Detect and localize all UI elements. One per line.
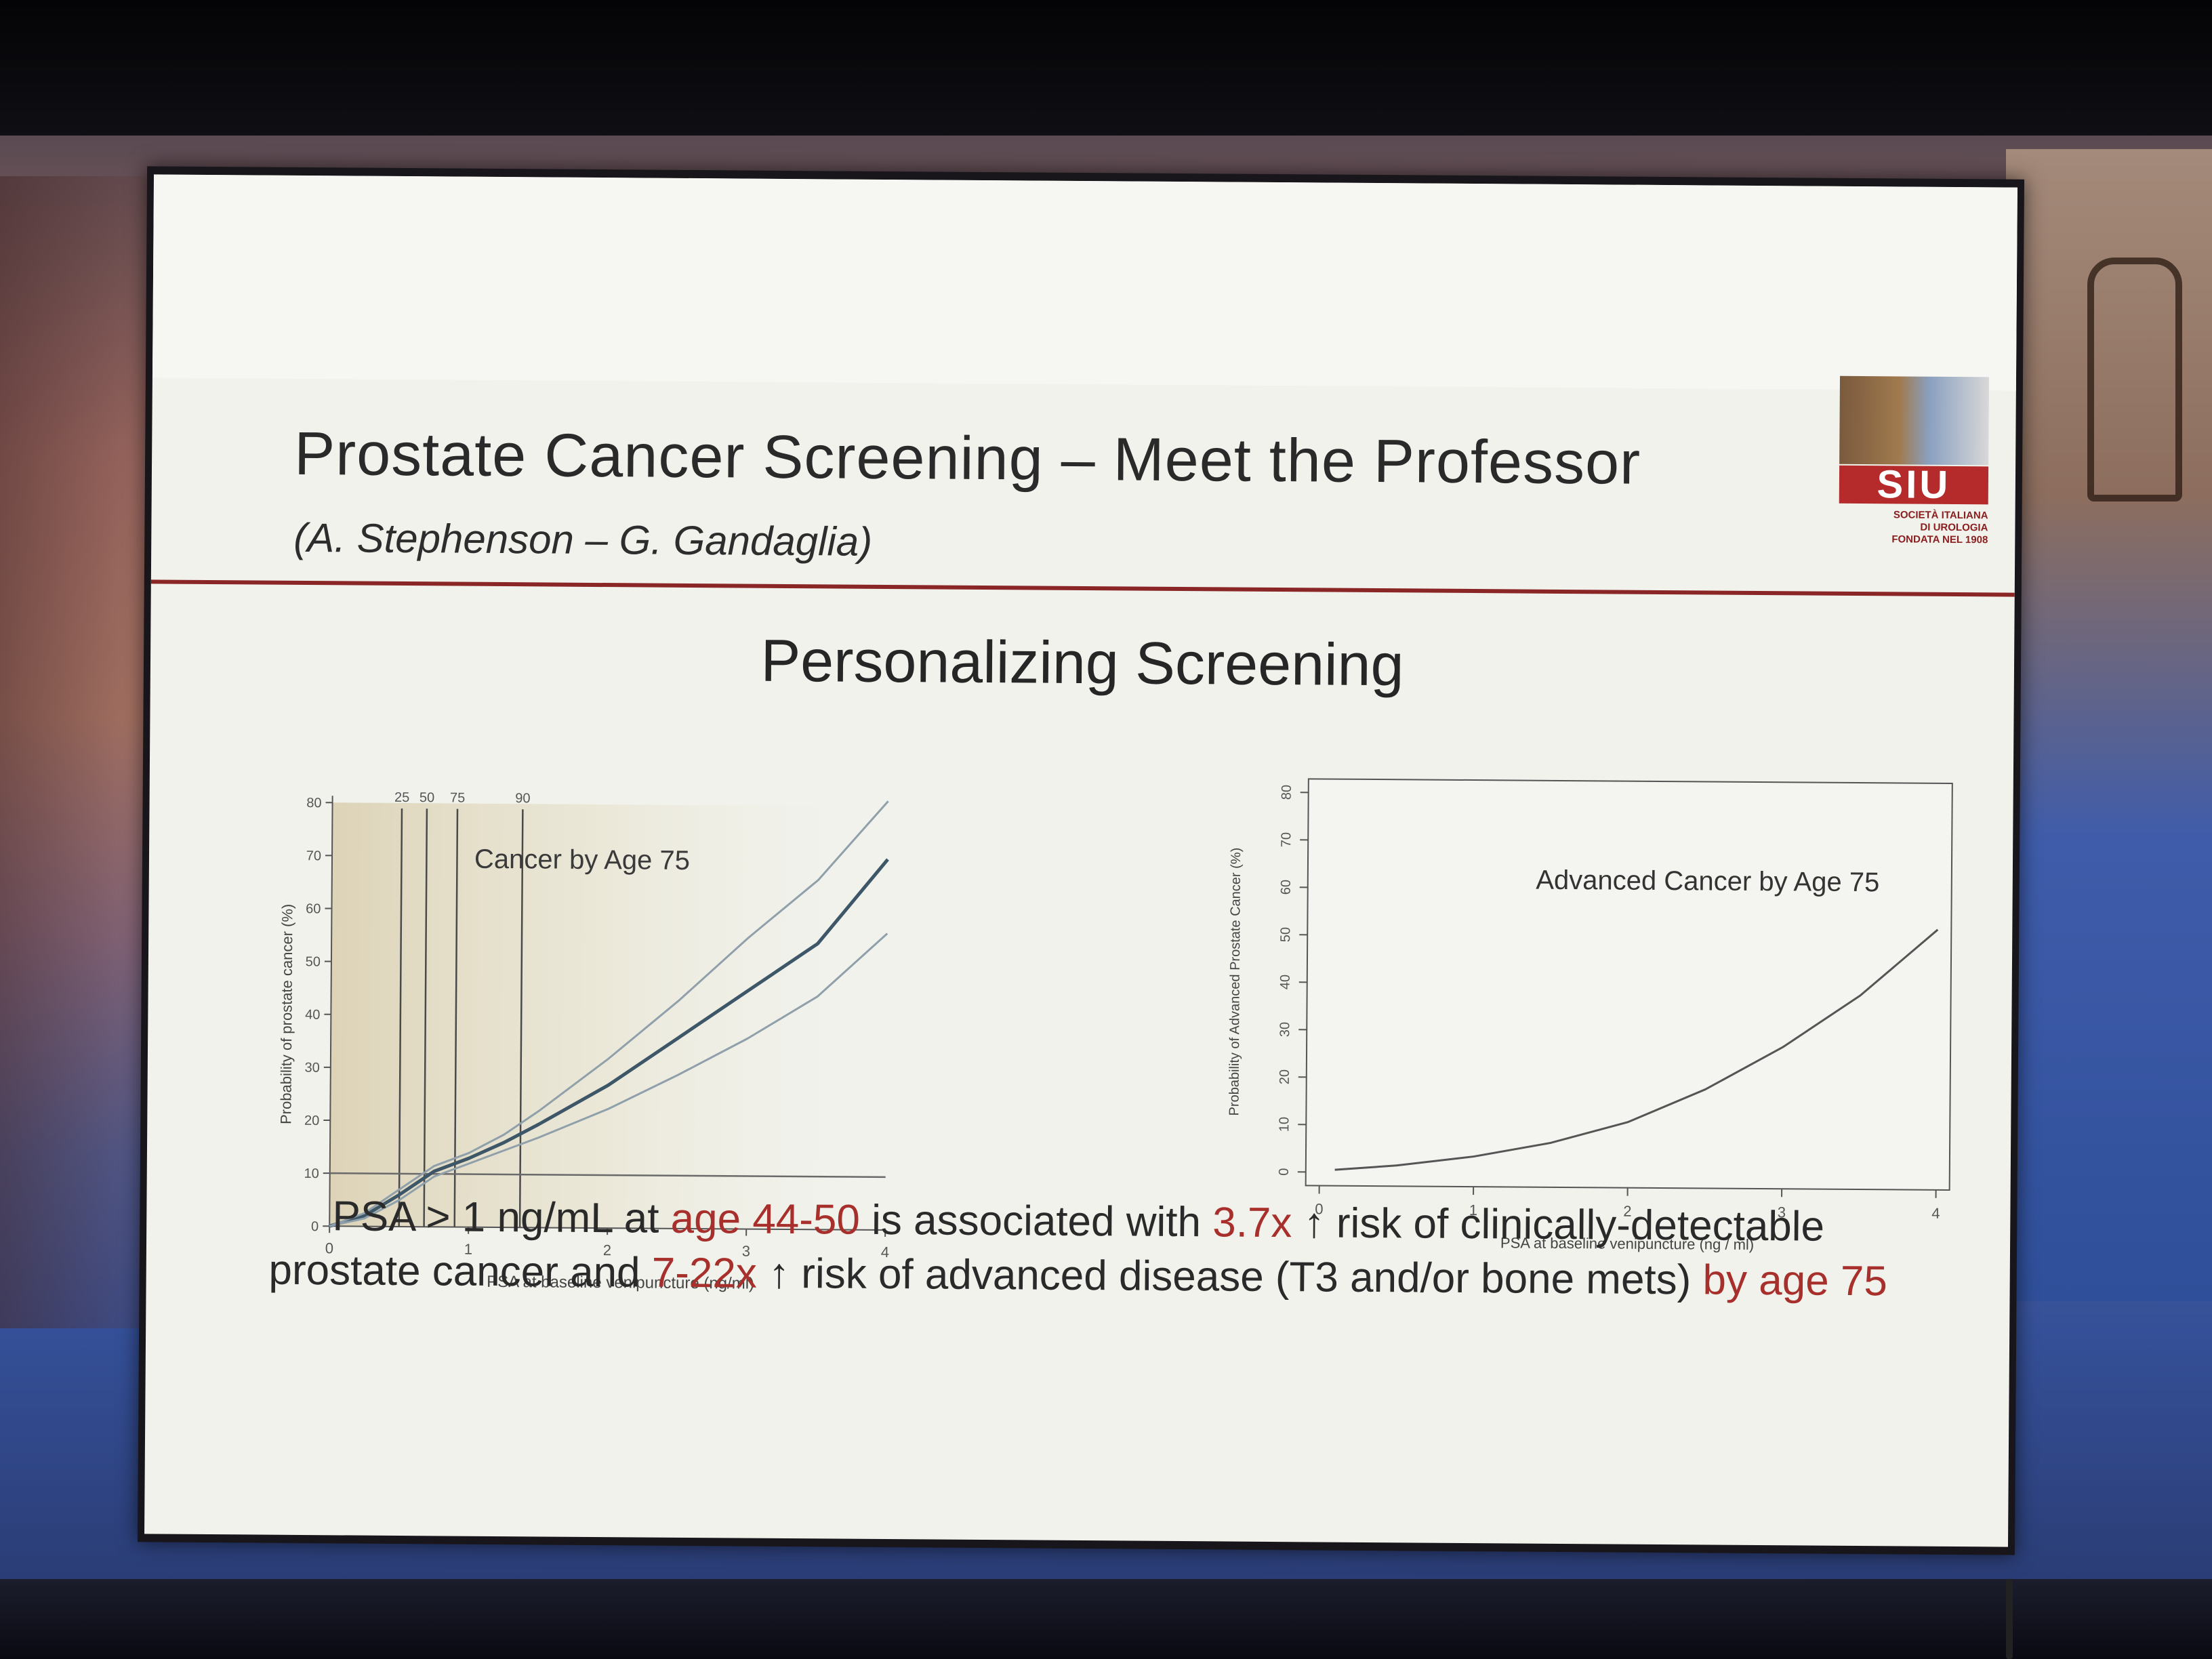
footnote-text: PSA > 1 ng/mL at <box>332 1193 671 1242</box>
x-tick-label: 4 <box>1931 1205 1940 1222</box>
percentile-line <box>518 809 524 1228</box>
logo-subtitle-line: DI UROLOGIA <box>1920 521 1988 534</box>
slide-header <box>152 174 2018 391</box>
cancer-probability-chart: 0 10 20 30 40 50 60 70 80 0 1 2 3 4 25 50 75 90 Cancer b… <box>277 790 889 1293</box>
y-tick-label: 40 <box>1278 975 1293 989</box>
y-tick-label: 70 <box>1279 832 1294 847</box>
header-divider <box>150 579 2015 597</box>
y-tick-label: 40 <box>305 1008 320 1023</box>
y-tick-label: 10 <box>1277 1117 1292 1132</box>
x-tick-label: 2 <box>1623 1203 1631 1220</box>
series-line-upper <box>329 800 889 1227</box>
series-line-estimate <box>329 858 889 1228</box>
y-tick-label: 20 <box>304 1113 319 1128</box>
footnote-text: ↑ risk of advanced disease (T3 and/or bo… <box>756 1250 1703 1304</box>
logo-subtitle-line: FONDATA NEL 1908 <box>1891 533 1988 546</box>
plot-frame <box>1305 778 1953 1191</box>
y-axis-line <box>329 796 333 1227</box>
chart-shaded-region <box>329 802 888 1230</box>
siu-logo: SIU SOCIETÀ ITALIANA DI UROLOGIA FONDATA… <box>1832 375 1996 554</box>
y-tick-label: 0 <box>1277 1168 1292 1175</box>
y-tick-label: 50 <box>1278 927 1293 942</box>
y-tick-label: 80 <box>1279 785 1294 800</box>
x-tick-label: 3 <box>1778 1204 1786 1221</box>
street-lamp-decoration <box>2087 258 2182 501</box>
slide: Prostate Cancer Screening – Meet the Pro… <box>144 174 2018 1547</box>
y-tick-label: 80 <box>306 796 321 811</box>
slide-title: Prostate Cancer Screening – Meet the Pro… <box>293 419 1641 497</box>
y-tick-label: 30 <box>305 1061 320 1076</box>
x-tick-label: 4 <box>881 1244 889 1261</box>
y-tick-label: 60 <box>1279 880 1294 895</box>
x-tick-label: 0 <box>1315 1200 1323 1217</box>
y-axis-label: Probability of prostate cancer (%) <box>277 904 295 1124</box>
y-tick-label: 10 <box>304 1166 319 1181</box>
logo-image <box>1839 375 1990 466</box>
footnote-text: is associated with <box>859 1196 1213 1246</box>
projection-screen: Prostate Cancer Screening – Meet the Pro… <box>137 166 2025 1555</box>
footnote-text: ↑ risk of clinically-detectable <box>1292 1200 1825 1250</box>
y-tick-label: 20 <box>1277 1069 1292 1084</box>
percentile-line <box>423 808 428 1227</box>
percentile-label: 75 <box>450 790 465 805</box>
stage-floor <box>0 1579 2212 1659</box>
y-tick-label: 30 <box>1277 1022 1292 1037</box>
series-line <box>1334 928 1939 1171</box>
y-axis-label: Probability of Advanced Prostate Cancer … <box>1227 848 1244 1116</box>
percentile-label: 90 <box>515 791 530 806</box>
x-axis-label: PSA at baseline venipuncture (ng/ml) <box>487 1273 754 1293</box>
chart-title: Advanced Cancer by Age 75 <box>1536 865 1879 898</box>
footnote-highlight: 7-22x <box>651 1249 758 1297</box>
percentile-label: 50 <box>419 790 434 805</box>
section-title: Personalizing Screening <box>760 626 1404 699</box>
y-tick-label: 70 <box>306 848 321 863</box>
advanced-cancer-probability-chart: 0 10 20 30 40 50 60 70 80 0 1 2 3 4 Advanced Cancer b… <box>1227 778 1953 1253</box>
slide-authors: (A. Stephenson – G. Gandaglia) <box>293 514 873 565</box>
logo-subtitle-line: SOCIETÀ ITALIANA <box>1893 509 1988 522</box>
series-line-lower <box>329 933 888 1227</box>
footnote-highlight: age 44-50 <box>670 1195 861 1244</box>
x-tick-label: 2 <box>603 1242 611 1258</box>
logo-subtitle: SOCIETÀ ITALIANA DI UROLOGIA FONDATA NEL… <box>1839 509 1988 547</box>
percentile-label: 25 <box>394 790 409 805</box>
percentile-line <box>398 808 403 1227</box>
x-axis-label: PSA at baseline venipuncture (ng / ml) <box>1500 1234 1754 1253</box>
x-tick-label: 3 <box>742 1243 750 1260</box>
logo-text: SIU <box>1839 462 1989 507</box>
footnote-highlight: 3.7x <box>1212 1199 1292 1247</box>
footnote-text: prostate cancer and <box>268 1246 653 1296</box>
y-tick-label: 60 <box>306 901 321 916</box>
microphone-stand <box>2006 1579 2013 1659</box>
y-tick-label: 50 <box>306 954 321 969</box>
x-tick-label: 0 <box>325 1240 333 1256</box>
x-tick-label: 1 <box>1469 1202 1477 1218</box>
chart-title: Cancer by Age 75 <box>474 844 690 876</box>
footnote-highlight: by age 75 <box>1702 1256 1888 1305</box>
y-tick-label: 0 <box>311 1219 319 1234</box>
x-tick-label: 1 <box>464 1241 472 1258</box>
